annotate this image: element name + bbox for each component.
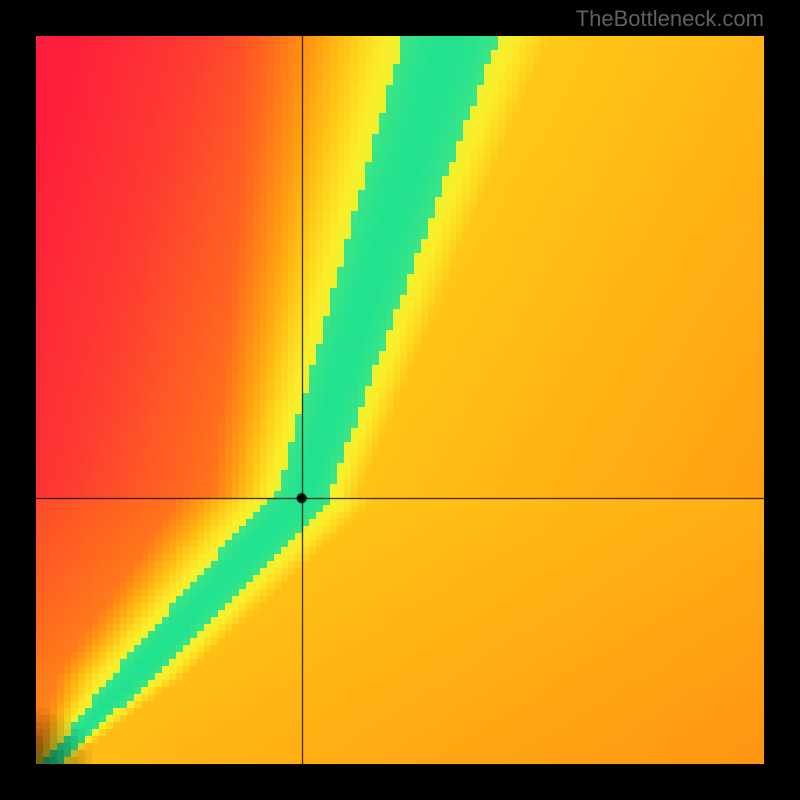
heatmap-plot: [36, 36, 764, 764]
chart-container: TheBottleneck.com: [0, 0, 800, 800]
watermark-text: TheBottleneck.com: [576, 6, 764, 32]
